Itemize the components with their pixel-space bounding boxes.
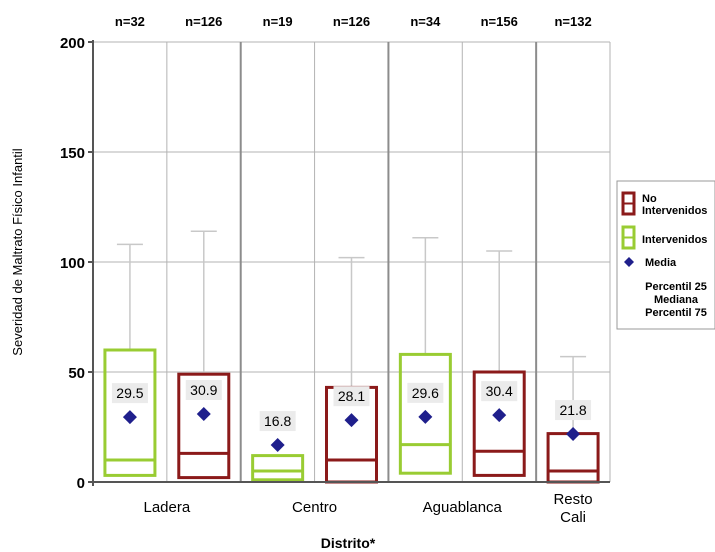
mean-marker-resto-cali-no-intervenidos [566,427,581,442]
box-aguablanca-no-intervenidos [472,370,526,477]
n-label-aguablanca-no-intervenidos: n=156 [481,14,518,29]
y-tick-label-150: 150 [60,145,85,162]
y-axis-label: Severidad de Maltrato Físico Infantil [10,148,25,355]
box-ladera-no-intervenidos [177,372,231,480]
y-tick-label-100: 100 [60,255,85,272]
grid [93,41,611,483]
legend-label-percentil-75: Percentil 75 [645,307,707,319]
n-label-centro-no-intervenidos: n=126 [333,14,370,29]
mean-label-aguablanca-no-intervenidos: 30.4 [486,383,513,399]
mean-label-bg-aguablanca-intervenidos [407,382,444,403]
mean-marker-aguablanca-no-intervenidos [492,408,507,423]
x-tick-label-aguablanca: Aguablanca [423,499,503,516]
mean-label-ladera-intervenidos: 29.5 [116,385,143,401]
legend-label-intervenidos: Intervenidos [642,234,707,246]
x-tick-label-ladera: Ladera [143,499,190,516]
mean-marker-centro-intervenidos [270,438,285,453]
legend-label-media: Media [645,257,677,269]
legend-label-mediana: Mediana [654,294,699,306]
mean-label-bg-ladera-no-intervenidos [185,380,222,401]
mean-label-resto-cali-no-intervenidos: 21.8 [559,402,586,418]
mean-label-bg-centro-no-intervenidos [333,386,370,407]
y-tick-label-200: 200 [60,35,85,52]
n-label-resto-cali-no-intervenidos: n=132 [554,14,591,29]
n-label-centro-intervenidos: n=19 [263,14,293,29]
boxes: 29.5 30.9 16.8 28.1 29.6 30.4 21.8 [103,230,600,484]
legend-label-no: No [642,193,657,205]
n-label-aguablanca-intervenidos: n=34 [410,14,441,29]
legend-media-diamond [624,257,634,267]
mean-label-centro-no-intervenidos: 28.1 [338,388,365,404]
x-tick-label-centro: Centro [292,499,337,516]
axes: 0 50 100 150 200 Ladera Centro Aguablanca Resto C… [60,35,610,526]
box-aguablanca-intervenidos [398,352,452,475]
mean-marker-ladera-no-intervenidos [196,407,211,422]
n-label-ladera-intervenidos: n=32 [115,14,145,29]
mean-label-centro-intervenidos: 16.8 [264,413,291,429]
y-tick-label-50: 50 [68,365,85,382]
legend-label-no-intervenidos: Intervenidos [642,205,707,217]
labels: n=32 n=126 n=19 n=126 n=34 n=156 n=132 [115,14,592,29]
box-ladera-intervenidos [103,348,157,477]
mean-marker-centro-no-intervenidos [344,413,359,428]
mean-marker-aguablanca-intervenidos [418,409,433,424]
box-centro-intervenidos [251,454,305,482]
legend-label-percentil-25: Percentil 25 [645,281,707,293]
mean-label-aguablanca-intervenidos: 29.6 [412,385,439,401]
x-tick-label-resto-cali-line-0: Resto [553,491,592,508]
mean-label-bg-resto-cali-no-intervenidos [555,400,592,421]
n-label-ladera-no-intervenidos: n=126 [185,14,222,29]
x-axis-label: Distrito* [321,535,376,551]
mean-label-bg-aguablanca-no-intervenidos [481,381,518,402]
legend: No Intervenidos Intervenidos Media Perce… [616,180,715,330]
x-tick-label-resto-cali-line-1: Cali [560,509,586,526]
mean-label-bg-centro-intervenidos [259,411,296,432]
y-tick-label-0: 0 [77,475,85,492]
x-tick-label-resto-cali: Resto Cali [553,491,592,526]
mean-label-ladera-no-intervenidos: 30.9 [190,382,217,398]
mean-label-bg-ladera-intervenidos [111,383,148,404]
mean-marker-ladera-intervenidos [122,410,137,425]
